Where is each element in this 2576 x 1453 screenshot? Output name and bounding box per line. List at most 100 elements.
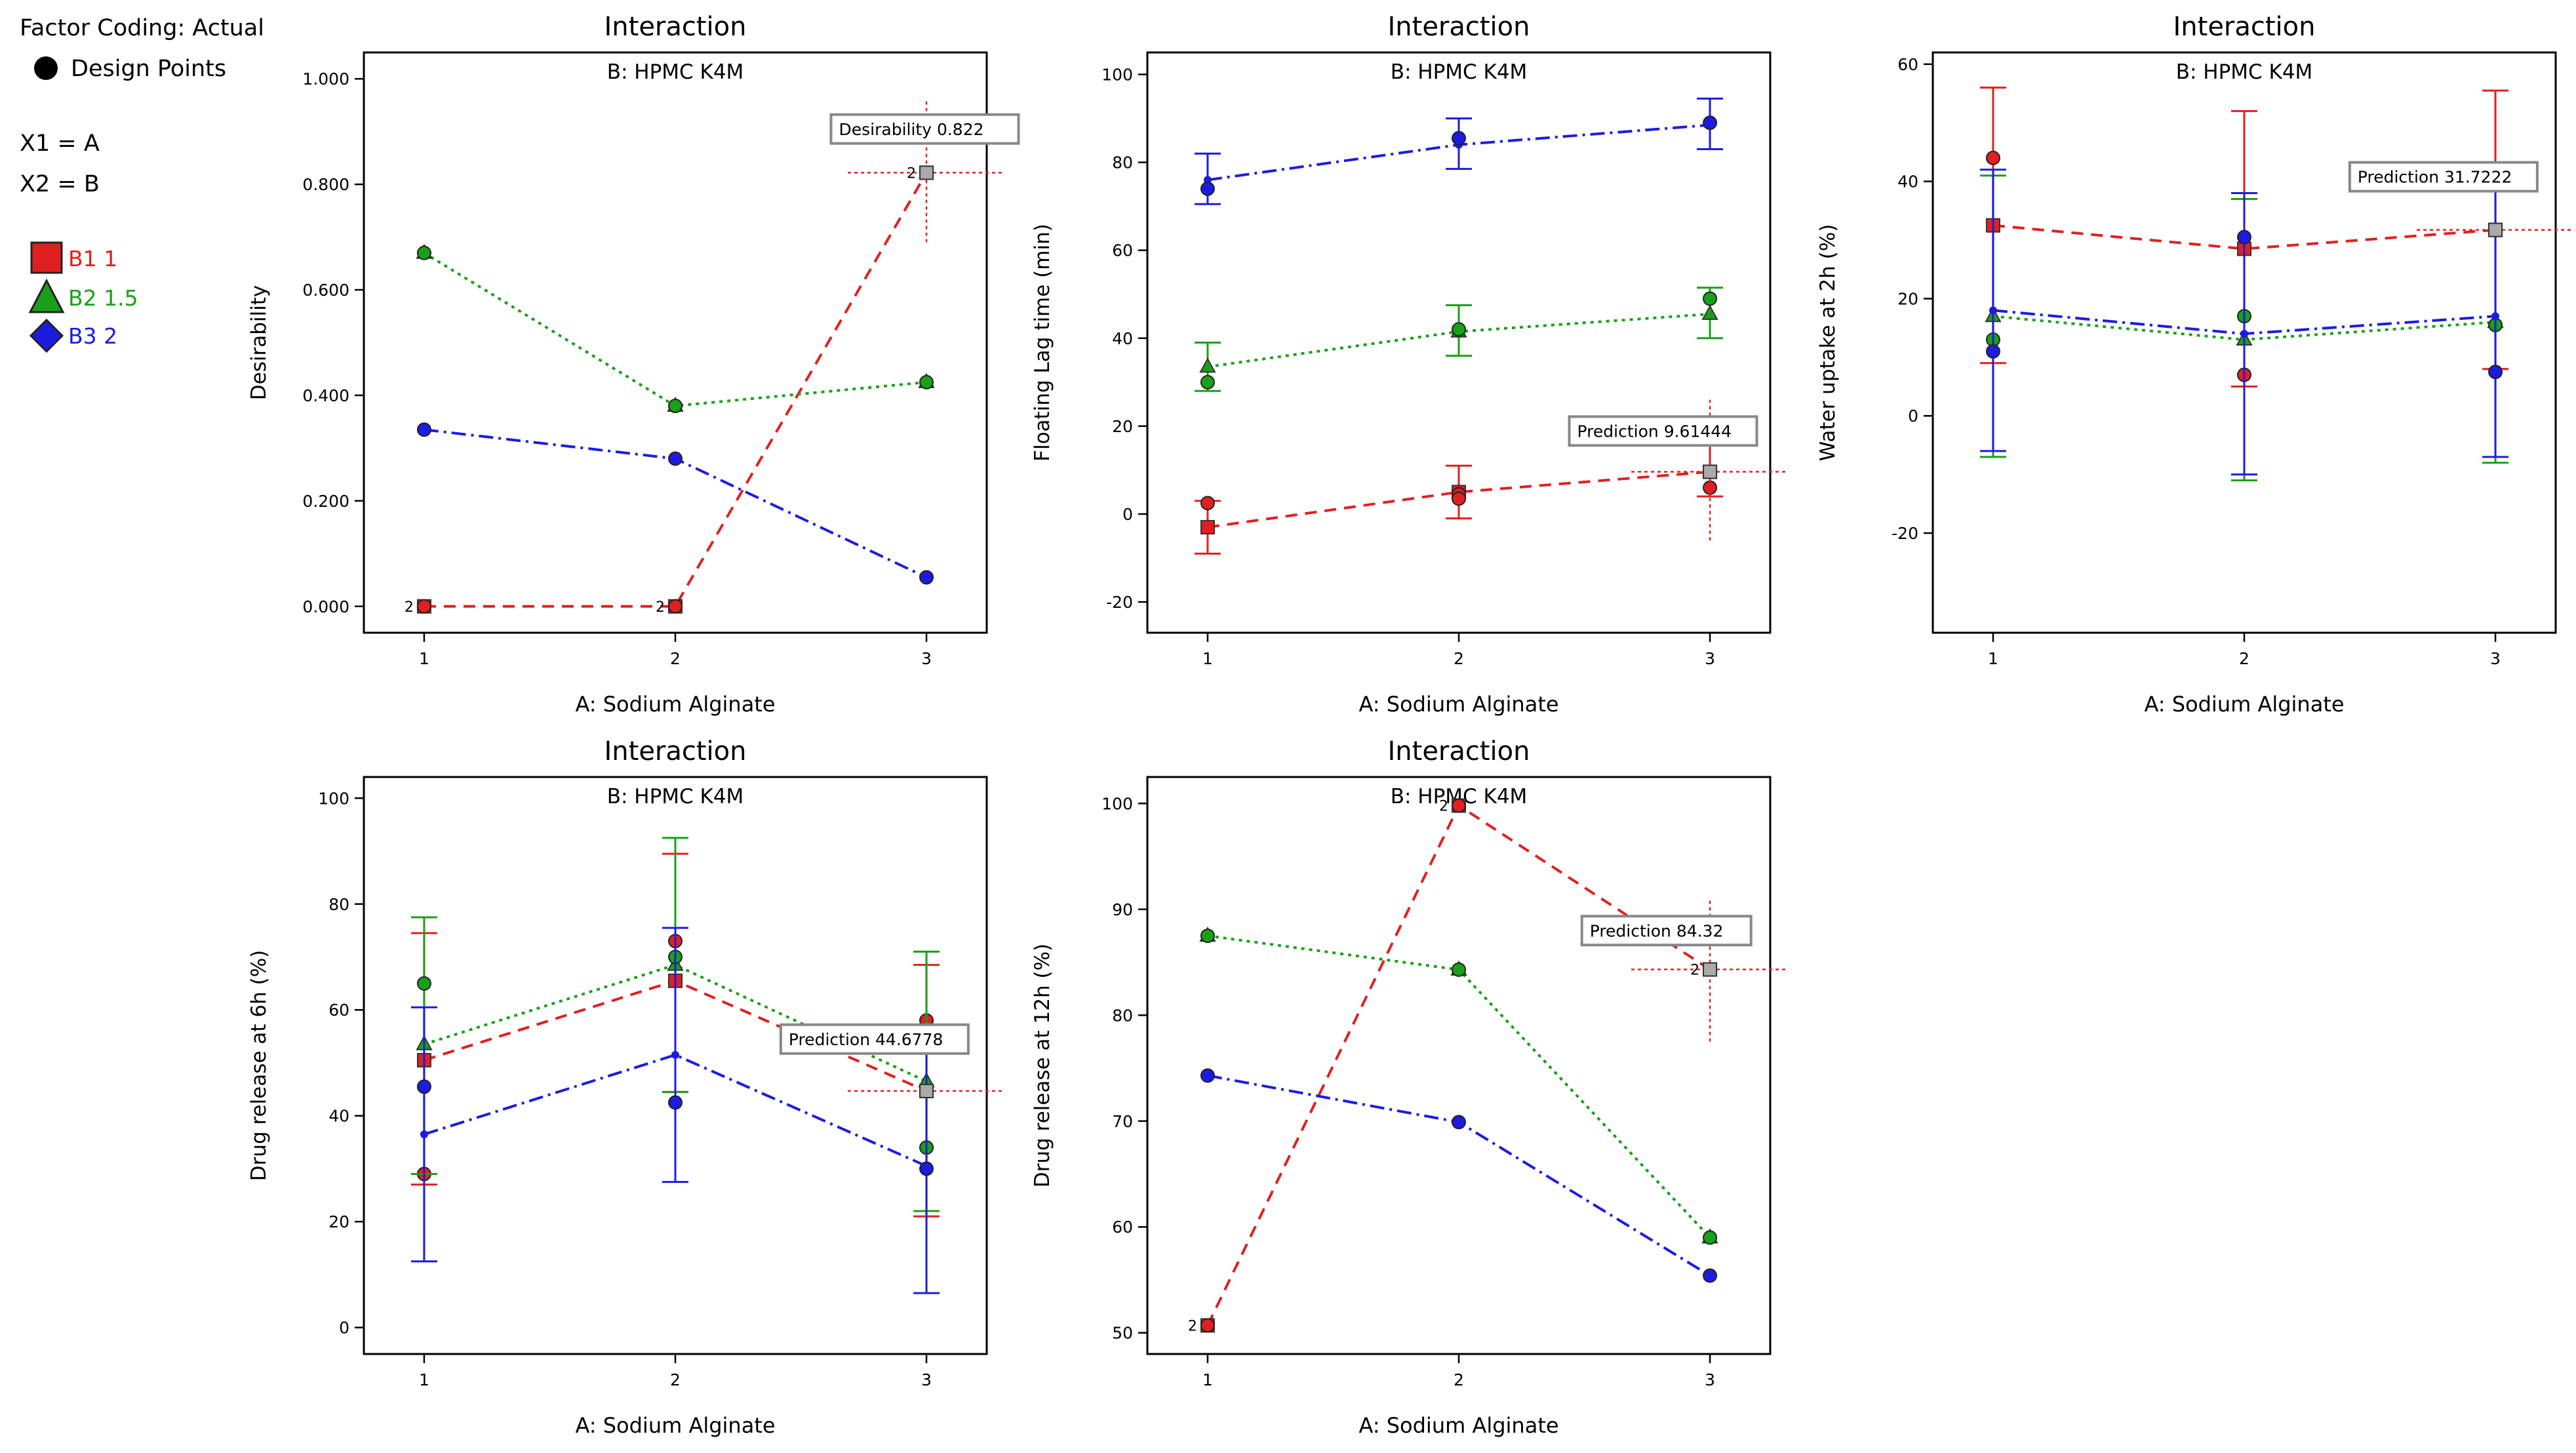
y-tick-label: 20 (328, 1212, 349, 1231)
factor-coding-label: Factor Coding: Actual (20, 15, 264, 41)
prediction-marker (1703, 464, 1718, 479)
fitted-marker (1989, 306, 1997, 315)
series-line (1207, 470, 1711, 529)
series-line (1992, 224, 2496, 250)
legend-b1-label: B1 1 (68, 246, 117, 271)
y-tick-label: 90 (1112, 900, 1133, 919)
design-points-label: Design Points (71, 56, 226, 82)
x-tick-label: 2 (2239, 649, 2249, 668)
legend-b2-label: B2 1.5 (68, 285, 138, 311)
prediction-marker (919, 165, 934, 180)
prediction-box (2348, 161, 2539, 193)
chart-title: Interaction (604, 12, 746, 42)
x-tick-label: 2 (1454, 1370, 1464, 1389)
legend-panel: Factor Coding: Actual Design Points X1 =… (20, 15, 264, 353)
chart-title: Interaction (1387, 736, 1530, 766)
prediction-box (829, 113, 1020, 145)
y-tick-label: 0 (1908, 407, 1918, 426)
y-tick-label: 60 (1897, 55, 1918, 74)
y-tick-label: 20 (1897, 289, 1918, 308)
point-count-label: 2 (907, 165, 916, 182)
series-line (1206, 803, 1711, 1326)
chart-subtitle: B: HPMC K4M (607, 60, 744, 84)
series-line (424, 1053, 927, 1168)
design-point (2488, 365, 2503, 380)
point-count-label: 2 (1188, 1318, 1197, 1334)
y-axis-label: Drug release at 6h (%) (247, 950, 271, 1182)
series-b3-2 (410, 926, 940, 1294)
y-tick-label: 1.000 (302, 70, 349, 89)
y-tick-label: 0.800 (302, 175, 349, 194)
series-b3-2 (1200, 1068, 1718, 1283)
fitted-marker (1199, 357, 1216, 373)
y-tick-label: 80 (1112, 1006, 1133, 1025)
design-point (1200, 1318, 1215, 1333)
series-b3-2 (1194, 97, 1724, 205)
x-axis-label: A: Sodium Alginate (575, 1413, 775, 1438)
y-tick-label: 70 (1112, 1112, 1133, 1131)
design-point (2237, 229, 2251, 245)
y-tick-label: 40 (1897, 172, 1918, 191)
series-b2-1-5 (416, 243, 935, 414)
y-tick-label: 0 (1122, 505, 1133, 524)
y-axis-label: Drug release at 12h (%) (1031, 944, 1054, 1187)
design-point (1452, 962, 1466, 977)
design-point (668, 599, 683, 614)
design-point (1985, 344, 2000, 359)
y-tick-label: 60 (328, 1001, 349, 1020)
design-point (1200, 374, 1215, 389)
x-axis-label: A: Sodium Alginate (2144, 692, 2344, 717)
prediction-label: Prediction 31.7222 (2358, 168, 2512, 187)
y-axis-label: Floating Lag time (min) (1031, 224, 1054, 462)
design-point (1200, 181, 1215, 196)
y-tick-label: 40 (1112, 329, 1133, 348)
design-point (1200, 928, 1215, 944)
series-b1-1 (1194, 443, 1724, 555)
chart-subtitle: B: HPMC K4M (1391, 60, 1528, 84)
point-count-label: 2 (1690, 963, 1699, 979)
y-tick-label: 50 (1112, 1324, 1133, 1343)
chart-title: Interaction (1387, 12, 1530, 42)
y-tick-label: 100 (318, 789, 349, 808)
x-tick-label: 3 (1705, 1370, 1715, 1389)
design-point (919, 570, 934, 585)
y-tick-label: 0.000 (302, 597, 349, 616)
prediction-label: Prediction 84.32 (1590, 921, 1724, 940)
y-axis-label: Water uptake at 2h (%) (1816, 224, 1840, 462)
x-tick-label: 1 (1202, 649, 1213, 668)
y-tick-label: 0.200 (302, 492, 349, 511)
design-point (1703, 1268, 1718, 1283)
prediction-label: Prediction 44.6778 (789, 1030, 943, 1049)
fitted-marker (420, 1130, 428, 1138)
prediction-box (1580, 915, 1753, 947)
y-tick-label: 100 (1101, 794, 1133, 813)
series-line (424, 172, 928, 608)
y-tick-label: 60 (1112, 241, 1133, 260)
design-point (416, 599, 431, 614)
x-tick-label: 3 (921, 649, 932, 668)
series-line (424, 963, 927, 1083)
fitted-marker (1200, 520, 1215, 535)
y-tick-label: -20 (1892, 524, 1918, 543)
design-points-icon (34, 56, 58, 80)
x-tick-label: 1 (419, 1370, 429, 1389)
fitted-marker (2240, 330, 2248, 338)
interaction-chart-2: Interaction B: HPMC K4M -20 0 20 40 60 80 100 1 2 3… (1031, 12, 1789, 717)
fitted-marker (1701, 304, 1718, 320)
x-tick-label: 2 (670, 1370, 681, 1389)
interaction-chart-3: Interaction B: HPMC K4M -20 0 20 40 60 1 2 3 A: So… (1816, 12, 2575, 717)
fitted-marker (2491, 312, 2500, 321)
y-tick-label: 100 (1101, 66, 1133, 85)
prediction-marker (2488, 222, 2503, 237)
design-point (416, 976, 431, 991)
y-tick-label: 0.600 (302, 281, 349, 300)
design-point (668, 399, 683, 414)
design-point (1703, 291, 1718, 306)
y-tick-label: 0 (339, 1319, 349, 1338)
design-point (416, 422, 431, 437)
x-axis-label: A: Sodium Alginate (1358, 1413, 1558, 1438)
chart-title: Interaction (2173, 12, 2315, 42)
design-point (1452, 798, 1466, 813)
x-tick-label: 1 (1988, 649, 1998, 668)
